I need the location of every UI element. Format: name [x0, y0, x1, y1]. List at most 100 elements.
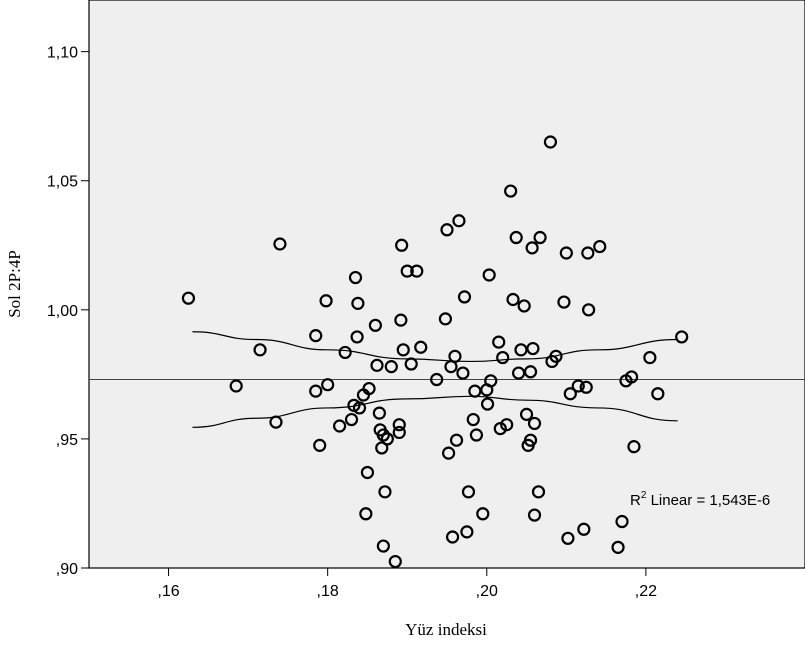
data-point: [309, 384, 323, 398]
r-squared-annotation: R2 Linear = 1,543E-6: [630, 490, 770, 509]
data-point: [392, 418, 406, 432]
data-point: [350, 330, 364, 344]
data-point: [321, 378, 335, 392]
data-point: [500, 418, 514, 432]
x-axis: ,16 ,18 ,20 ,22: [157, 568, 657, 600]
data-point: [577, 522, 591, 536]
y-axis: ,90 ,95 1,00 1,05 1,10: [47, 45, 89, 578]
data-point: [461, 485, 476, 499]
data-point: [504, 184, 518, 198]
data-point: [376, 539, 390, 553]
data-point: [571, 379, 585, 393]
data-point: [519, 407, 534, 421]
data-point: [496, 350, 510, 365]
data-point: [181, 291, 196, 305]
data-point: [525, 241, 539, 255]
data-point: [370, 358, 384, 372]
data-point: [675, 330, 689, 344]
data-points: [181, 135, 689, 569]
x-tick-label: ,18: [317, 583, 339, 600]
y-axis-title: Sol 2P:4P: [5, 250, 24, 318]
data-point: [348, 270, 363, 285]
data-point: [543, 135, 558, 149]
data-point: [460, 525, 474, 539]
data-point: [611, 540, 625, 554]
data-point: [273, 237, 287, 251]
data-point: [523, 433, 538, 447]
data-point: [368, 318, 382, 332]
data-point: [469, 428, 484, 442]
data-point: [376, 428, 390, 442]
data-point: [627, 440, 641, 454]
data-point: [624, 370, 639, 384]
data-point: [441, 446, 456, 460]
data-point: [344, 412, 359, 427]
data-point: [338, 345, 352, 360]
x-tick-label: ,22: [635, 583, 657, 600]
data-point: [549, 349, 563, 363]
data-point: [651, 387, 665, 401]
data-point: [410, 264, 424, 278]
y-tick-label: ,90: [56, 561, 78, 578]
data-point: [615, 514, 629, 529]
data-point: [492, 335, 506, 349]
data-point: [582, 303, 596, 317]
y-tick-label: 1,00: [47, 303, 78, 320]
data-point: [362, 381, 376, 396]
data-point: [643, 350, 657, 365]
data-point: [531, 485, 546, 499]
data-point: [480, 397, 495, 411]
data-point: [559, 246, 573, 260]
data-point: [482, 268, 496, 282]
data-point: [438, 312, 453, 326]
data-point: [253, 343, 267, 357]
data-point: [526, 341, 540, 356]
data-point: [563, 387, 577, 401]
data-point: [509, 230, 523, 245]
data-point: [396, 343, 410, 357]
y-tick-label: ,95: [56, 432, 78, 449]
data-point: [557, 295, 571, 309]
data-point: [456, 366, 470, 380]
data-point: [579, 380, 593, 394]
data-point: [581, 246, 595, 260]
data-point: [445, 530, 460, 544]
data-point: [392, 425, 406, 440]
data-point: [313, 438, 327, 452]
data-point: [440, 223, 454, 237]
data-point: [404, 357, 418, 371]
data-point: [527, 416, 542, 431]
data-point: [400, 264, 414, 278]
y-tick-label: 1,05: [47, 174, 78, 191]
confidence-band-lower: [192, 395, 678, 428]
data-point: [476, 507, 490, 521]
data-point: [229, 379, 243, 393]
data-point: [360, 465, 375, 480]
data-point: [517, 299, 531, 313]
x-tick-label: ,20: [476, 583, 498, 600]
x-tick-label: ,16: [157, 583, 179, 600]
data-point: [394, 313, 408, 327]
data-point: [430, 372, 444, 387]
data-point: [351, 296, 365, 310]
data-point: [466, 412, 480, 427]
data-point: [457, 290, 472, 304]
data-point: [506, 292, 520, 307]
data-point: [527, 508, 542, 522]
data-point: [449, 433, 464, 447]
data-point: [484, 374, 498, 388]
x-axis-title: Yüz indeksi: [405, 620, 487, 639]
data-point: [593, 239, 607, 254]
data-point: [378, 485, 392, 499]
data-point: [359, 507, 373, 521]
data-point: [452, 214, 466, 228]
data-point: [388, 554, 402, 569]
data-point: [319, 294, 333, 308]
data-point: [414, 340, 428, 354]
data-point: [448, 349, 462, 363]
data-point: [380, 432, 394, 446]
data-point: [395, 238, 409, 252]
data-point: [269, 415, 283, 429]
data-point: [533, 230, 547, 245]
